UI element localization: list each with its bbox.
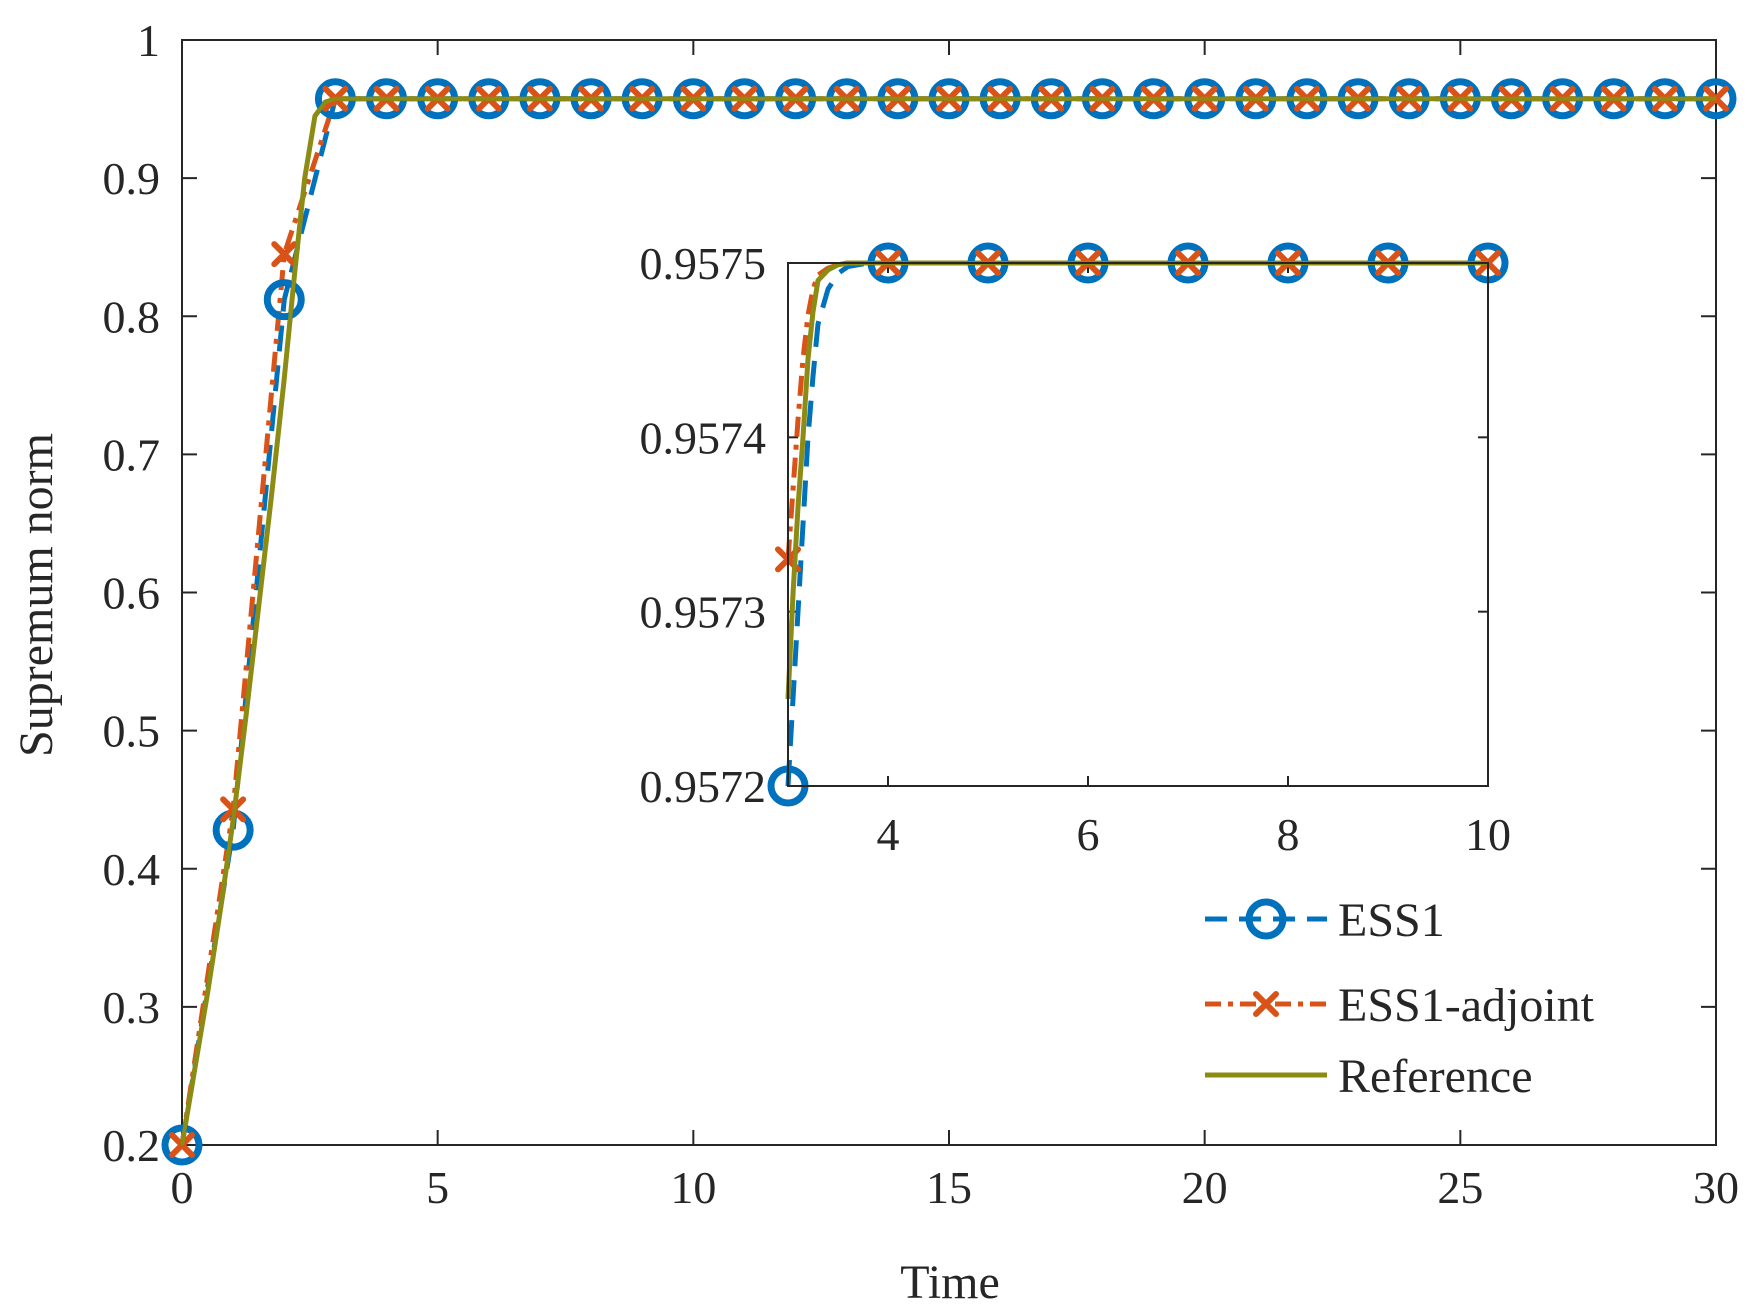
inset-x-tick-label: 6 xyxy=(1077,809,1100,860)
inset-y-tick-label: 0.9575 xyxy=(640,238,767,289)
x-tick-label: 10 xyxy=(670,1162,716,1213)
legend-entry-ess1: ESS1 xyxy=(1205,894,1445,947)
legend-marker-cross xyxy=(1253,991,1279,1017)
legend-marker-circle xyxy=(1245,898,1287,940)
inset-plot-frame xyxy=(787,262,1489,787)
y-tick-label: 0.3 xyxy=(103,982,161,1033)
y-tick-label: 0.4 xyxy=(103,844,161,895)
inset-y-tick-label: 0.9573 xyxy=(640,587,767,638)
y-tick-label: 1 xyxy=(137,15,160,66)
x-tick-label: 15 xyxy=(926,1162,972,1213)
legend: ESS1 ESS1-adjoint Reference xyxy=(1205,894,1595,1103)
x-tick-label: 25 xyxy=(1437,1162,1483,1213)
y-tick-label: 0.5 xyxy=(103,706,161,757)
y-tick-label: 0.7 xyxy=(103,429,161,480)
legend-entry-reference: Reference xyxy=(1205,1050,1533,1103)
legend-label-ess1-adjoint: ESS1-adjoint xyxy=(1338,979,1595,1032)
x-axis-title: Time xyxy=(900,1256,1000,1309)
ess1-point xyxy=(161,1124,203,1166)
inset-y-tick-label: 0.9572 xyxy=(640,761,767,812)
x-tick-label: 0 xyxy=(171,1162,194,1213)
ess1-adjoint-point xyxy=(271,241,298,268)
x-tick-label: 5 xyxy=(426,1162,449,1213)
inset-x-tick-label: 10 xyxy=(1465,809,1511,860)
inset-series-line-ess1 xyxy=(785,260,1488,787)
inset-y-tick-label: 0.9574 xyxy=(640,412,767,463)
main-ticks: 0 5 10 15 20 25 30 0.2 0.3 0.4 0.5 0.6 0.7 0.8 0.9 1 xyxy=(103,15,1740,1213)
y-axis-title: Supremum norm xyxy=(10,433,63,757)
ess1-point xyxy=(263,279,305,321)
x-tick-label: 30 xyxy=(1693,1162,1739,1213)
main-series xyxy=(161,78,1737,1166)
legend-label-reference: Reference xyxy=(1338,1050,1533,1103)
inset-background xyxy=(788,263,1488,786)
inset-ticks: 4 6 8 10 0.9572 0.9573 0.9574 0.9575 xyxy=(640,238,1512,860)
inset-axes: 4 6 8 10 0.9572 0.9573 0.9574 0.9575 xyxy=(640,238,1512,860)
x-tick-label: 20 xyxy=(1182,1162,1228,1213)
y-tick-label: 0.8 xyxy=(103,291,161,342)
main-axes: 0 5 10 15 20 25 30 0.2 0.3 0.4 0.5 0.6 0.7 0.8 0.9 1 xyxy=(103,15,1740,1213)
legend-label-ess1: ESS1 xyxy=(1338,894,1445,947)
series-line-reference-top xyxy=(180,96,1716,1146)
y-tick-label: 0.9 xyxy=(103,153,161,204)
inset-x-tick-label: 8 xyxy=(1277,809,1300,860)
y-tick-label: 0.2 xyxy=(103,1120,161,1171)
inset-x-tick-label: 4 xyxy=(877,809,900,860)
legend-entry-ess1-adjoint: ESS1-adjoint xyxy=(1205,979,1595,1032)
y-tick-label: 0.6 xyxy=(103,568,161,619)
